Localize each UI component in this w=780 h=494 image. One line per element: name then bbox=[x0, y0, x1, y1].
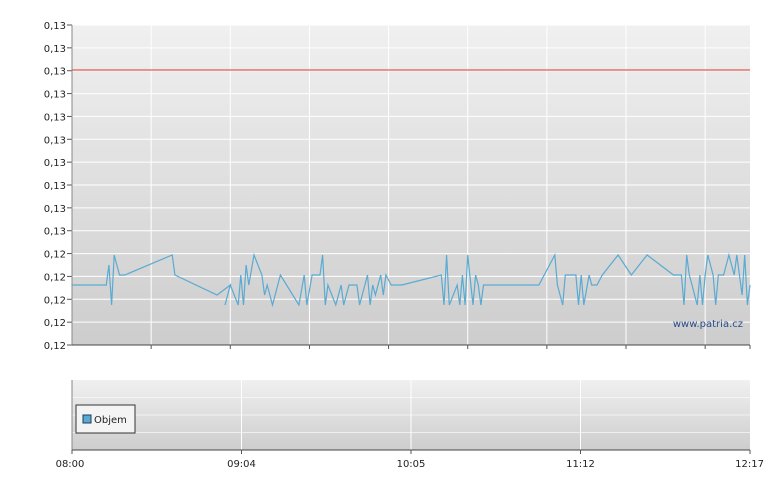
y-tick-label: 0,12 bbox=[44, 250, 66, 261]
y-tick-label: 0,13 bbox=[44, 158, 66, 169]
x-tick-label: 08:00 bbox=[56, 459, 85, 470]
price-series-line bbox=[72, 252, 751, 308]
y-tick-label: 0,13 bbox=[44, 204, 66, 215]
y-tick-label: 0,13 bbox=[44, 90, 66, 101]
watermark: www.patria.cz bbox=[673, 319, 743, 330]
legend: Objem bbox=[75, 404, 136, 434]
y-tick-label: 0,13 bbox=[44, 67, 66, 78]
y-tick-label: 0,13 bbox=[44, 21, 66, 32]
y-tick-label: 0,12 bbox=[44, 318, 66, 329]
y-tick-label: 0,12 bbox=[44, 341, 66, 352]
price-x-ticks bbox=[150, 345, 751, 349]
y-tick-label: 0,13 bbox=[44, 112, 66, 123]
y-axis: 0,12 0,12 0,12 0,12 0,12 0,13 0,13 0,13 0,13 0,13… bbox=[44, 21, 72, 352]
x-tick-label: 11:12 bbox=[566, 459, 595, 470]
y-tick-label: 0,13 bbox=[44, 44, 66, 55]
legend-label: Objem bbox=[94, 415, 127, 426]
x-tick-label: 10:05 bbox=[397, 459, 426, 470]
legend-swatch bbox=[82, 414, 92, 424]
x-axis: 08:00 09:04 10:05 11:12 12:17 bbox=[56, 450, 764, 470]
y-tick-label: 0,12 bbox=[44, 272, 66, 283]
x-tick-label: 12:17 bbox=[735, 459, 764, 470]
x-tick-label: 09:04 bbox=[227, 459, 256, 470]
y-tick-label: 0,12 bbox=[44, 295, 66, 306]
volume-grid bbox=[72, 380, 750, 450]
y-tick-label: 0,13 bbox=[44, 181, 66, 192]
y-tick-label: 0,13 bbox=[44, 227, 66, 238]
price-grid bbox=[72, 24, 750, 345]
y-tick-label: 0,13 bbox=[44, 135, 66, 146]
